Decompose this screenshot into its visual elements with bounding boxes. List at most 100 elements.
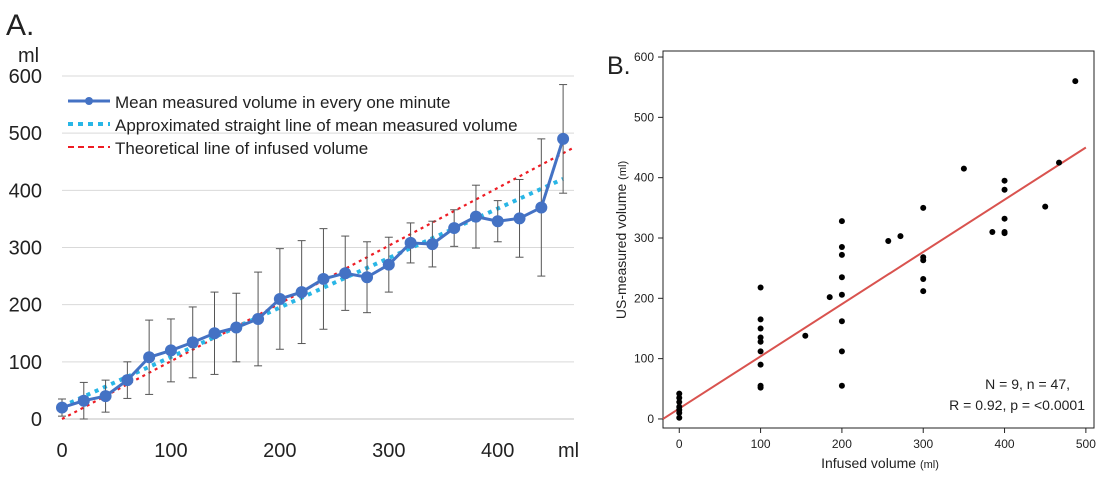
- mean-point-18: [448, 222, 461, 235]
- panel-b-xlabel: Infused volume: [821, 455, 916, 471]
- scatter-point-16: [802, 332, 809, 339]
- b-y-tick-label-200: 200: [634, 291, 654, 305]
- scatter-point-26: [885, 238, 892, 245]
- panel-b-ylabel: US-measured volume: [613, 184, 629, 320]
- scatter-point-12: [757, 334, 764, 341]
- panel-a-x-unit: ml: [558, 440, 579, 462]
- mean-point-15: [382, 258, 395, 271]
- mean-point-11: [295, 286, 308, 299]
- mean-point-10: [273, 292, 286, 305]
- scatter-point-3: [676, 403, 683, 410]
- scatter-point-0: [676, 414, 683, 421]
- series-approximated-line: [61, 177, 564, 409]
- series-mean-line: [61, 138, 565, 409]
- b-y-tick-label-600: 600: [634, 50, 654, 64]
- panel-b-y-axis-title: US-measured volume (ml): [613, 161, 629, 319]
- scatter-point-19: [838, 348, 845, 355]
- panel-a-points: [56, 132, 570, 414]
- mean-point-21: [513, 212, 526, 225]
- scatter-point-24: [838, 244, 845, 251]
- b-x-tick-label-300: 300: [913, 437, 933, 451]
- mean-point-3: [121, 374, 134, 387]
- panel-a-label: A.: [6, 9, 34, 42]
- mean-point-14: [361, 271, 374, 284]
- panel-b-label: B.: [607, 52, 631, 80]
- b-y-tick-label-100: 100: [634, 352, 654, 366]
- scatter-point-17: [826, 294, 833, 301]
- scatter-point-34: [989, 228, 996, 235]
- panel-a-legend: Mean measured volume in every one minute…: [68, 93, 518, 158]
- scatter-point-18: [838, 382, 845, 389]
- scatter-point-40: [1042, 203, 1049, 210]
- mean-point-22: [535, 201, 548, 214]
- y-tick-label-600: 600: [9, 66, 42, 88]
- mean-point-19: [469, 210, 482, 223]
- panel-b-stats-line-1: N = 9, n = 47,: [985, 376, 1070, 392]
- panel-b-xlabel-unit: (ml): [920, 459, 939, 471]
- b-y-tick-label-500: 500: [634, 110, 654, 124]
- b-x-tick-label-0: 0: [676, 437, 683, 451]
- scatter-point-13: [757, 325, 764, 332]
- scatter-point-39: [1001, 177, 1008, 184]
- scatter-point-22: [838, 274, 845, 281]
- scatter-point-15: [757, 284, 764, 291]
- panel-b-stats-line-2: R = 0.92, p = <0.0001: [949, 397, 1085, 413]
- b-x-tick-label-400: 400: [995, 437, 1015, 451]
- x-tick-label-100: 100: [154, 440, 187, 462]
- b-y-tick-label-0: 0: [647, 412, 654, 426]
- x-tick-label-400: 400: [481, 440, 514, 462]
- legend-theory-label: Theoretical line of infused volume: [115, 139, 368, 158]
- mean-point-0: [56, 401, 68, 414]
- x-tick-label-200: 200: [263, 440, 296, 462]
- mean-point-12: [317, 272, 330, 285]
- scatter-point-29: [920, 276, 927, 283]
- y-tick-label-100: 100: [9, 352, 42, 374]
- legend-mean-label: Mean measured volume in every one minute: [115, 93, 450, 112]
- scatter-point-11: [757, 338, 764, 345]
- scatter-point-32: [920, 204, 927, 211]
- scatter-point-27: [897, 233, 904, 240]
- scatter-point-14: [757, 316, 764, 323]
- mean-point-13: [339, 267, 352, 280]
- mean-point-9: [252, 312, 265, 325]
- mean-point-4: [143, 351, 156, 364]
- scatter-point-20: [838, 318, 845, 325]
- b-x-tick-label-200: 200: [832, 437, 852, 451]
- scatter-point-9: [757, 361, 764, 368]
- scatter-point-25: [838, 218, 845, 225]
- scatter-point-5: [676, 394, 683, 401]
- y-tick-label-300: 300: [9, 238, 42, 260]
- mean-point-6: [186, 336, 199, 349]
- b-x-tick-label-500: 500: [1076, 437, 1096, 451]
- scatter-point-21: [838, 291, 845, 298]
- scatter-point-4: [676, 399, 683, 406]
- mean-point-2: [99, 390, 112, 403]
- y-tick-label-500: 500: [9, 123, 42, 145]
- scatter-point-28: [920, 288, 927, 295]
- scatter-point-6: [676, 390, 683, 397]
- scatter-point-23: [838, 251, 845, 258]
- b-y-tick-label-400: 400: [634, 171, 654, 185]
- panel-b-frame: [662, 50, 1095, 429]
- mean-point-20: [491, 215, 504, 228]
- b-x-tick-label-100: 100: [751, 437, 771, 451]
- panel-a-y-unit: ml: [18, 45, 39, 67]
- scatter-point-41: [1056, 159, 1063, 166]
- mean-point-1: [77, 394, 90, 407]
- panel-b-ticks: 0 100 200 300 400 500 0 100 200 300 400 500 600: [634, 50, 1096, 451]
- panel-b-ylabel-unit: (ml): [617, 161, 629, 180]
- scatter-point-36: [1001, 228, 1008, 235]
- mean-point-5: [164, 344, 177, 357]
- mean-point-16: [404, 236, 417, 249]
- mean-point-7: [208, 327, 221, 340]
- scatter-point-33: [960, 165, 967, 172]
- scatter-point-31: [920, 254, 927, 261]
- y-tick-label-0: 0: [31, 409, 42, 431]
- mean-point-17: [426, 238, 439, 251]
- scatter-point-38: [1001, 186, 1008, 193]
- panel-b-x-axis-title: Infused volume (ml): [821, 455, 939, 471]
- panel-b-points: [676, 78, 1079, 421]
- y-tick-label-200: 200: [9, 295, 42, 317]
